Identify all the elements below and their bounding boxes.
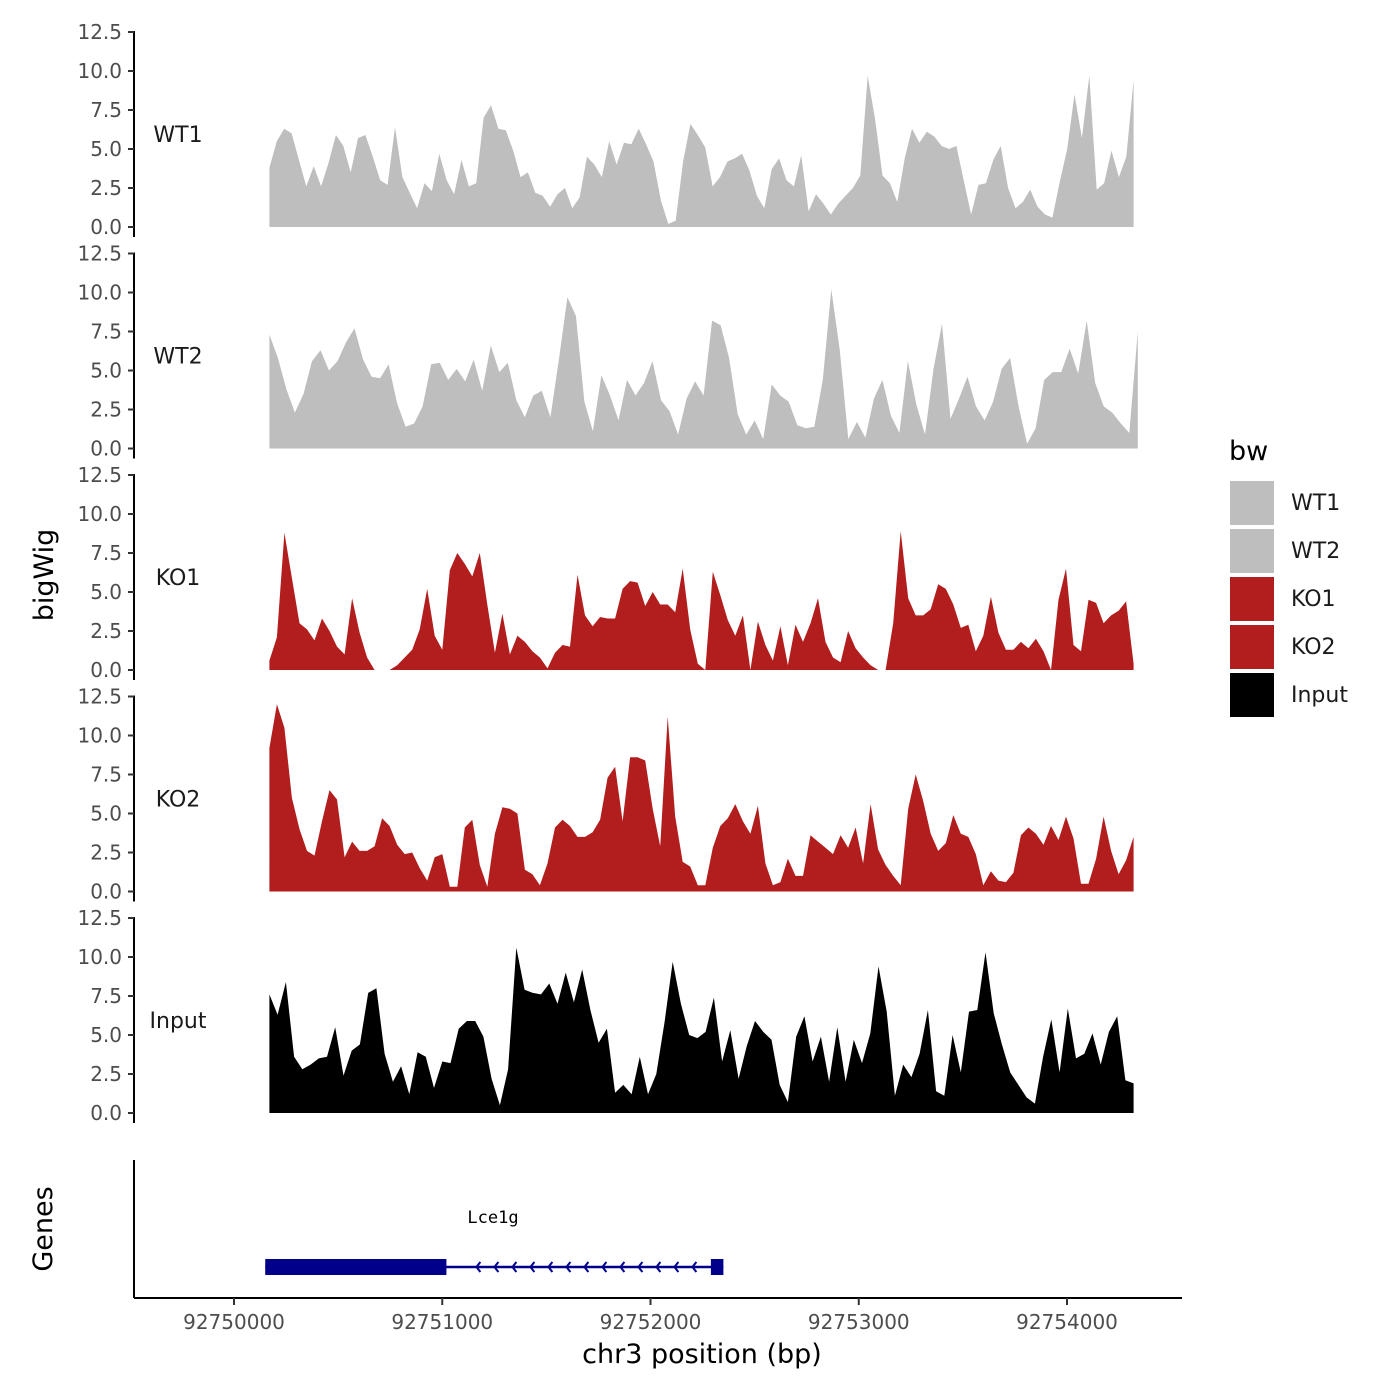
track-ko1: 0.0 2.5 5.0 7.5 10.0 12.5 KO1 <box>77 463 1134 682</box>
legend-entries: WT1 WT2 KO1 KO2 Input <box>1230 481 1348 717</box>
x-tick-label: 92751000 <box>391 1310 493 1334</box>
track-label: KO2 <box>156 788 201 813</box>
legend-label: WT1 <box>1291 491 1340 516</box>
strand-arrow <box>583 1261 590 1273</box>
x-tick-label: 92750000 <box>183 1310 285 1334</box>
strand-arrow <box>547 1261 554 1273</box>
track-label: WT2 <box>153 345 202 370</box>
y-tick-label: 7.5 <box>90 541 122 565</box>
legend-label: KO1 <box>1291 587 1336 612</box>
y-tick-label: 12.5 <box>77 463 122 487</box>
legend-swatch <box>1230 577 1274 621</box>
y-tick-label: 0.0 <box>90 1101 122 1125</box>
strand-arrow <box>691 1261 698 1273</box>
x-tick-label: 92753000 <box>808 1310 910 1334</box>
gene-exon <box>710 1259 724 1275</box>
strand-arrow <box>475 1261 482 1273</box>
area-ko1 <box>269 531 1134 670</box>
strand-arrow <box>493 1261 500 1273</box>
legend-swatch <box>1230 481 1274 525</box>
x-tick-label: 92754000 <box>1016 1310 1118 1334</box>
track-wt2: 0.0 2.5 5.0 7.5 10.0 12.5 WT2 <box>77 242 1138 461</box>
y-tick-label: 10.0 <box>77 502 122 526</box>
y-tick-label: 5.0 <box>90 802 122 826</box>
y-tick-label: 0.0 <box>90 215 122 239</box>
strand-arrow <box>529 1261 536 1273</box>
y-tick-label: 5.0 <box>90 580 122 604</box>
strand-arrow <box>601 1261 608 1273</box>
y-tick-label: 12.5 <box>77 20 122 44</box>
y-tick-label: 7.5 <box>90 98 122 122</box>
x-ticks: 92750000 92751000 92752000 92753000 92754000 <box>183 1298 1118 1334</box>
gene-lce1g: Lce1g <box>265 1208 724 1275</box>
strand-arrow <box>619 1261 626 1273</box>
bigwig-tracks: 0.0 2.5 5.0 7.5 10.0 12.5 WT1 0.0 2.5 5.0 7.5 10.0 1… <box>77 20 1138 1125</box>
legend-item-ko1: KO1 <box>1230 577 1336 621</box>
legend-label: Input <box>1291 683 1348 708</box>
area-input <box>269 947 1134 1113</box>
y-tick-label: 10.0 <box>77 724 122 748</box>
y-tick-label: 2.5 <box>90 841 122 865</box>
legend-swatch <box>1230 529 1274 573</box>
y-tick-label: 5.0 <box>90 1023 122 1047</box>
genes-track-title: Genes <box>28 1186 59 1271</box>
track-wt1: 0.0 2.5 5.0 7.5 10.0 12.5 WT1 <box>77 20 1134 239</box>
gene-exon <box>265 1259 447 1275</box>
legend-item-wt2: WT2 <box>1230 529 1340 573</box>
legend-swatch <box>1230 673 1274 717</box>
y-tick-label: 2.5 <box>90 1062 122 1086</box>
gene-name-label: Lce1g <box>467 1208 518 1228</box>
strand-arrow <box>655 1261 662 1273</box>
y-tick-label: 12.5 <box>77 906 122 930</box>
y-axis-title: bigWig <box>29 529 60 622</box>
area-wt2 <box>269 289 1138 449</box>
y-tick-label: 2.5 <box>90 176 122 200</box>
x-axis: 92750000 92751000 92752000 92753000 92754000… <box>134 1297 1182 1370</box>
strand-arrow <box>511 1261 518 1273</box>
track-label: WT1 <box>153 123 202 148</box>
track-ko2: 0.0 2.5 5.0 7.5 10.0 12.5 KO2 <box>77 685 1134 904</box>
y-tick-label: 0.0 <box>90 658 122 682</box>
gene-models: Lce1g <box>265 1208 724 1275</box>
y-tick-label: 10.0 <box>77 945 122 969</box>
legend-title: bw <box>1229 436 1268 467</box>
legend-item-input: Input <box>1230 673 1348 717</box>
strand-arrow <box>637 1261 644 1273</box>
area-wt1 <box>269 75 1134 227</box>
x-tick-label: 92752000 <box>600 1310 702 1334</box>
y-tick-label: 12.5 <box>77 685 122 709</box>
legend-label: KO2 <box>1291 635 1336 660</box>
genes-panel: Genes Lce1g <box>28 1160 724 1298</box>
legend-item-ko2: KO2 <box>1230 625 1336 669</box>
legend-item-wt1: WT1 <box>1230 481 1340 525</box>
y-tick-label: 5.0 <box>90 359 122 383</box>
y-tick-label: 0.0 <box>90 437 122 461</box>
y-tick-label: 10.0 <box>77 281 122 305</box>
y-tick-label: 10.0 <box>77 59 122 83</box>
legend-label: WT2 <box>1291 539 1340 564</box>
y-tick-label: 7.5 <box>90 984 122 1008</box>
y-tick-label: 7.5 <box>90 763 122 787</box>
track-label: Input <box>150 1009 207 1034</box>
legend-swatch <box>1230 625 1274 669</box>
y-tick-label: 2.5 <box>90 619 122 643</box>
y-tick-label: 2.5 <box>90 398 122 422</box>
y-tick-label: 0.0 <box>90 880 122 904</box>
y-tick-label: 12.5 <box>77 242 122 266</box>
track-input: 0.0 2.5 5.0 7.5 10.0 12.5 Input <box>77 906 1134 1125</box>
track-label: KO1 <box>156 566 201 591</box>
area-ko2 <box>269 704 1134 892</box>
strand-arrow <box>565 1261 572 1273</box>
y-tick-label: 5.0 <box>90 137 122 161</box>
y-tick-label: 7.5 <box>90 320 122 344</box>
strand-arrow <box>673 1261 680 1273</box>
legend: bw WT1 WT2 KO1 KO2 Input <box>1229 436 1348 717</box>
x-axis-title: chr3 position (bp) <box>582 1339 822 1370</box>
